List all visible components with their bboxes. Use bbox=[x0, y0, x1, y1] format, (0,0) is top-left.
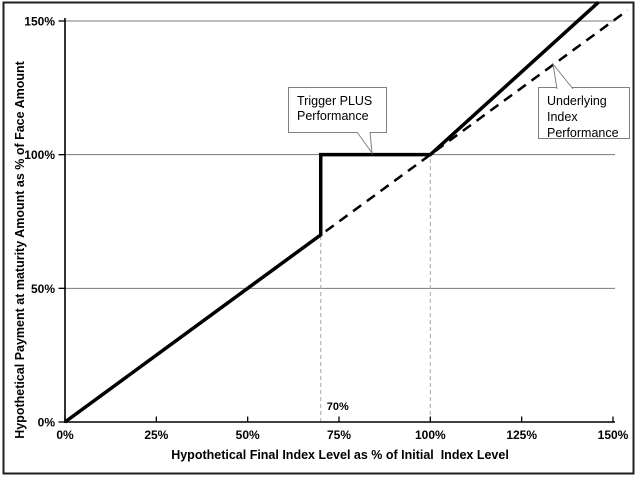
x-tick-label-0: 0% bbox=[56, 428, 74, 442]
guide-lines bbox=[320, 154, 431, 422]
callout-trigger-line1: Trigger PLUS bbox=[297, 94, 372, 108]
callout-trigger-tail bbox=[356, 131, 373, 155]
annotation-0: 70% bbox=[327, 401, 349, 413]
figure-border bbox=[2, 1, 635, 475]
x-tick-label-150: 150% bbox=[598, 428, 629, 442]
x-tick-label-50: 50% bbox=[236, 428, 260, 442]
x-tick-label-125: 125% bbox=[506, 428, 537, 442]
x-tick-label-100: 100% bbox=[415, 428, 446, 442]
series-line-1-dashed bbox=[64, 9, 629, 424]
callout-trigger-box bbox=[288, 87, 387, 133]
callout-underlying-tail bbox=[552, 62, 574, 90]
data-series bbox=[63, 0, 629, 424]
y-axis-title: Hypothetical Payment at maturity Amount … bbox=[13, 60, 27, 438]
y-tick-label-50: 50% bbox=[31, 282, 55, 296]
callout-underlying-index: Underlying Index Performance bbox=[538, 62, 630, 140]
series-line-0-solid bbox=[63, 0, 600, 424]
callout-underlying-line1: Underlying bbox=[547, 94, 607, 108]
annotations: 70% bbox=[327, 401, 349, 413]
y-tick-label-0: 0% bbox=[38, 416, 56, 430]
tick-marks bbox=[58, 20, 614, 423]
callout-trigger-line2: Performance bbox=[297, 109, 369, 123]
x-axis-title: Hypothetical Final Index Level as % of I… bbox=[171, 448, 509, 462]
x-tick-label-75: 75% bbox=[327, 428, 351, 442]
callout-trigger-plus: Trigger PLUS Performance bbox=[288, 87, 387, 155]
y-tick-label-100: 100% bbox=[24, 148, 55, 162]
y-tick-label-150: 150% bbox=[24, 15, 55, 29]
tick-labels: 0% 25% 50% 75% 100% 125% 150% 0% 50% 100% 150% bbox=[24, 15, 628, 443]
callout-underlying-line3: Performance bbox=[547, 126, 619, 140]
x-tick-label-25: 25% bbox=[144, 428, 168, 442]
callout-underlying-line2: Index bbox=[547, 110, 578, 124]
callout-underlying-box bbox=[538, 87, 630, 139]
